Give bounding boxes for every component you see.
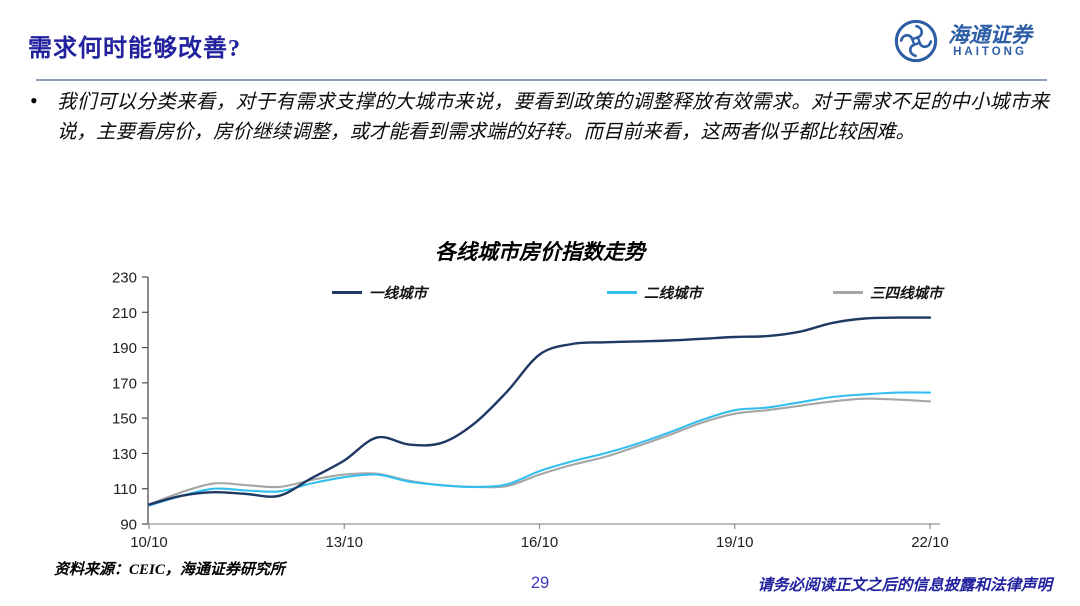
y-tick-label: 230 <box>112 270 137 287</box>
y-tick-label: 190 <box>112 340 137 357</box>
price-index-line-chart: 90 110 130 150 170 190 210 230 10/10 13/10 16/10 19… <box>112 270 949 552</box>
logo-name-cn: 海通证券 <box>948 22 1032 47</box>
chart-title: 各线城市房价指数走势 <box>435 240 645 264</box>
haitong-logo-text: 海通证券 HAITONG <box>948 24 1032 58</box>
y-tick-label: 90 <box>120 517 137 534</box>
source-note: 资料来源：CEIC，海通证券研究所 <box>54 562 285 578</box>
bullet-paragraph: 我们可以分类来看，对于有需求支撑的大城市来说，要看到政策的调整释放有效需求。对于… <box>57 92 1049 143</box>
x-tick-label: 22/10 <box>911 534 949 551</box>
legend-label-tier2: 二线城市 <box>644 286 702 302</box>
disclaimer-note: 请务必阅读正文之后的信息披露和法律声明 <box>757 577 1052 594</box>
x-tick-label: 13/10 <box>325 534 363 551</box>
legend-entry-tier1: 一线城市 <box>332 282 427 303</box>
y-tick-label: 130 <box>112 446 137 463</box>
y-tick-label: 210 <box>112 305 137 322</box>
x-tick-label: 10/10 <box>130 534 168 551</box>
y-tick-label: 110 <box>113 481 137 498</box>
haitong-logo: 海通证券 HAITONG <box>893 18 1032 64</box>
y-tick-label: 170 <box>112 375 137 392</box>
page-number: 29 <box>530 574 550 592</box>
page-title: 需求何时能够改善? <box>28 36 241 62</box>
haitong-logo-icon <box>894 19 938 63</box>
logo-name-en: HAITONG <box>953 45 1027 58</box>
series-line-二线城市 <box>147 391 932 507</box>
bullet-marker: • <box>30 88 38 113</box>
y-tick-label: 150 <box>112 411 137 428</box>
tier3-line-swatch <box>833 291 863 294</box>
legend-label-tier3: 三四线城市 <box>870 286 943 302</box>
legend-entry-tier2: 二线城市 <box>607 282 702 303</box>
tier2-line-swatch <box>607 291 637 294</box>
x-tick-label: 19/10 <box>716 534 754 551</box>
series-line-一线城市 <box>147 316 932 506</box>
x-tick-label: 16/10 <box>521 534 559 551</box>
legend-label-tier1: 一线城市 <box>369 286 427 302</box>
title-divider <box>36 79 1047 81</box>
series-line-三四线城市 <box>147 397 932 506</box>
legend-entry-tier3: 三四线城市 <box>833 282 943 303</box>
tier1-line-swatch <box>332 291 362 294</box>
